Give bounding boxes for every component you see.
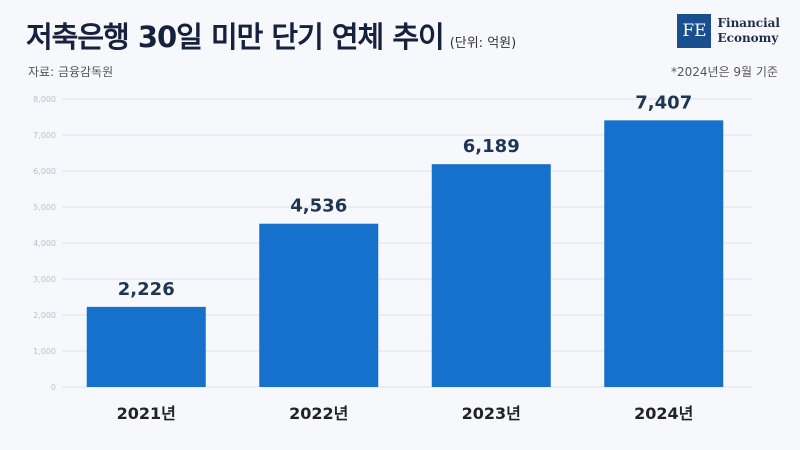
logo-line-2: Economy: [717, 31, 779, 45]
y-tick-label: 3,000: [33, 275, 56, 284]
chart-title: 저축은행 30일 미만 단기 연체 추이: [26, 20, 445, 54]
bar-value-label: 7,407: [635, 92, 692, 113]
x-tick-label: 2024년: [634, 404, 693, 423]
y-tick-label: 0: [51, 383, 56, 392]
x-tick-label: 2021년: [117, 404, 176, 423]
bar-value-label: 6,189: [463, 136, 520, 157]
bar: [431, 164, 551, 387]
y-tick-label: 6,000: [33, 167, 56, 176]
logo-mark: FE: [677, 14, 712, 48]
publisher-logo: FE Financial Economy: [677, 14, 780, 48]
y-tick-label: 7,000: [33, 131, 56, 140]
y-tick-label: 1,000: [33, 347, 56, 356]
bar-value-label: 2,226: [118, 279, 175, 300]
y-tick-label: 4,000: [33, 239, 56, 248]
y-tick-label: 2,000: [33, 311, 56, 320]
bar: [604, 120, 724, 388]
unit-label: (단위: 억원): [449, 36, 517, 51]
bar-value-label: 4,536: [290, 196, 347, 217]
source-label: 자료: 금융감독원: [28, 65, 114, 79]
y-tick-label: 8,000: [33, 95, 56, 104]
chart-header: 저축은행 30일 미만 단기 연체 추이 (단위: 억원): [26, 14, 516, 56]
footnote-label: *2024년은 9월 기준: [670, 65, 778, 79]
y-tick-label: 5,000: [33, 203, 56, 212]
x-tick-label: 2023년: [462, 404, 521, 423]
bar: [86, 306, 206, 387]
logo-text: Financial Economy: [717, 16, 780, 46]
bar: [259, 223, 379, 387]
logo-line-1: Financial: [717, 16, 780, 30]
x-tick-label: 2022년: [289, 404, 348, 423]
